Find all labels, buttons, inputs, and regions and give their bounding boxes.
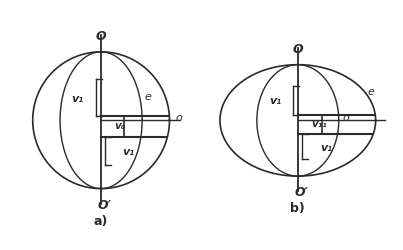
Text: e: e	[368, 86, 374, 97]
Text: b): b)	[291, 201, 305, 214]
Text: v₁: v₁	[123, 146, 135, 156]
Text: O: O	[293, 43, 303, 56]
Text: o: o	[175, 112, 182, 122]
Text: v₁₁: v₁₁	[311, 118, 327, 128]
Text: O: O	[96, 30, 106, 43]
Text: e: e	[145, 92, 152, 102]
Text: v₁: v₁	[71, 93, 83, 103]
Text: o: o	[342, 113, 349, 123]
Text: v₁: v₁	[320, 142, 332, 152]
Text: v₁: v₁	[269, 96, 281, 106]
Text: v₀: v₀	[114, 120, 125, 130]
Text: O′: O′	[98, 198, 112, 211]
Text: O′: O′	[294, 186, 308, 198]
Text: a): a)	[94, 214, 108, 227]
